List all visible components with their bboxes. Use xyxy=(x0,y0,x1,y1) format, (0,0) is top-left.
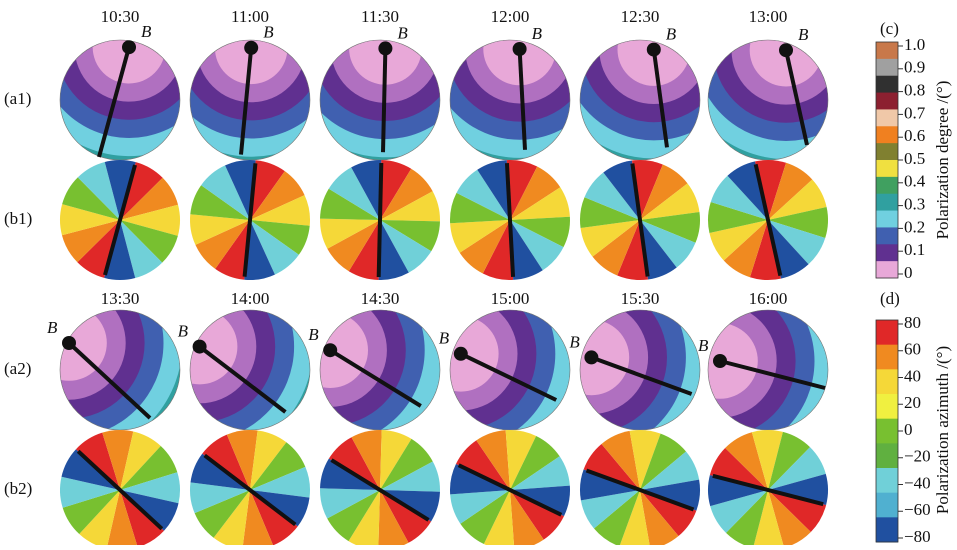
sun-label: B xyxy=(532,24,543,43)
time-label: 15:00 xyxy=(491,289,530,308)
colorbar-segment xyxy=(876,59,898,76)
row-label: (a1) xyxy=(4,89,31,108)
colorbar-segment xyxy=(876,93,898,110)
sun-label: B xyxy=(569,332,580,351)
sun-label: B xyxy=(47,318,58,337)
sun-label: B xyxy=(141,22,152,41)
colorbar-tick-label: 0.4 xyxy=(904,172,926,191)
time-label: 10:30 xyxy=(101,7,140,26)
colorbar-segment xyxy=(876,126,898,143)
colorbar-segment xyxy=(876,517,898,542)
colorbar-segment xyxy=(876,320,898,345)
sun-marker xyxy=(584,350,598,364)
colorbar-segment xyxy=(876,211,898,228)
sun-marker xyxy=(378,41,392,55)
sun-marker xyxy=(779,43,793,57)
colorbar-segment xyxy=(876,42,898,59)
colorbar-segment xyxy=(876,493,898,518)
sun-marker xyxy=(323,343,337,357)
sun-marker xyxy=(122,40,136,54)
time-label: 12:00 xyxy=(491,7,530,26)
sun-marker xyxy=(513,42,527,56)
row-label: (a2) xyxy=(4,359,31,378)
colorbar-tick-label: 0.9 xyxy=(904,58,925,77)
panel-label: (c) xyxy=(880,19,899,38)
colorbar-tick-label: 0 xyxy=(904,420,913,439)
sun-marker xyxy=(454,347,468,361)
time-label: 14:30 xyxy=(361,289,400,308)
time-label: 15:30 xyxy=(621,289,660,308)
sun-label: B xyxy=(308,325,319,344)
colorbar-segment xyxy=(876,345,898,370)
sun-label: B xyxy=(178,322,189,341)
time-label: 11:30 xyxy=(361,7,399,26)
colorbar-tick-label: 80 xyxy=(904,313,921,332)
figure: (c) (d) Polarization degree /(°) Polariz… xyxy=(0,0,957,545)
colorbar-tick-label: 1.0 xyxy=(904,35,925,54)
row-label: (b1) xyxy=(4,209,32,228)
colorbar-tick-label: 0.2 xyxy=(904,217,925,236)
colorbar-title: Polarization azimuth /(°) xyxy=(933,346,952,514)
sun-label: B xyxy=(397,23,408,42)
sun-label: B xyxy=(263,23,274,42)
colorbar-tick-label: −40 xyxy=(904,473,931,492)
colorbar-tick-label: 0.7 xyxy=(904,103,926,122)
colorbar-segment xyxy=(876,443,898,468)
colorbar-segment xyxy=(876,76,898,93)
colorbar-tick-label: −60 xyxy=(904,500,931,519)
colorbar-segment xyxy=(876,244,898,261)
meridian-line xyxy=(383,48,385,152)
colorbar-tick-label: 0.5 xyxy=(904,149,925,168)
colorbar-tick-label: −20 xyxy=(904,447,931,466)
sun-marker xyxy=(193,340,207,354)
sun-label: B xyxy=(666,25,677,44)
colorbar-segment xyxy=(876,194,898,211)
colorbar-tick-label: 0 xyxy=(904,263,913,282)
colorbar-segment xyxy=(876,160,898,177)
sun-marker xyxy=(647,43,661,57)
colorbar-segment xyxy=(876,394,898,419)
time-label: 12:30 xyxy=(621,7,660,26)
row-label: (b2) xyxy=(4,479,32,498)
colorbar-title: Polarization degree /(°) xyxy=(933,81,952,240)
colorbar-segment xyxy=(876,419,898,444)
sun-label: B xyxy=(798,25,809,44)
colorbar-tick-label: −80 xyxy=(904,527,931,545)
colorbar-tick-label: 0.3 xyxy=(904,195,925,214)
sun-label: B xyxy=(698,336,709,355)
panel-label: (d) xyxy=(880,289,900,308)
time-label: 14:00 xyxy=(231,289,270,308)
colorbar-tick-label: 40 xyxy=(904,366,921,385)
colorbar-segment xyxy=(876,177,898,194)
sun-marker xyxy=(244,41,258,55)
colorbar-tick-label: 0.1 xyxy=(904,240,925,259)
sun-marker xyxy=(713,354,727,368)
colorbar-segment xyxy=(876,261,898,278)
time-label: 13:30 xyxy=(101,289,140,308)
colorbar-segment xyxy=(876,143,898,160)
colorbar-tick-label: 20 xyxy=(904,393,921,412)
colorbar-tick-label: 0.6 xyxy=(904,126,925,145)
colorbar-segment xyxy=(876,227,898,244)
meridian-line xyxy=(379,163,382,277)
colorbar-tick-label: 60 xyxy=(904,340,921,359)
colorbar-segment xyxy=(876,109,898,126)
sun-label: B xyxy=(439,329,450,348)
sun-marker xyxy=(62,336,76,350)
time-label: 13:00 xyxy=(749,7,788,26)
colorbar-segment xyxy=(876,468,898,493)
time-label: 16:00 xyxy=(749,289,788,308)
colorbar-segment xyxy=(876,369,898,394)
colorbar-tick-label: 0.8 xyxy=(904,81,925,100)
